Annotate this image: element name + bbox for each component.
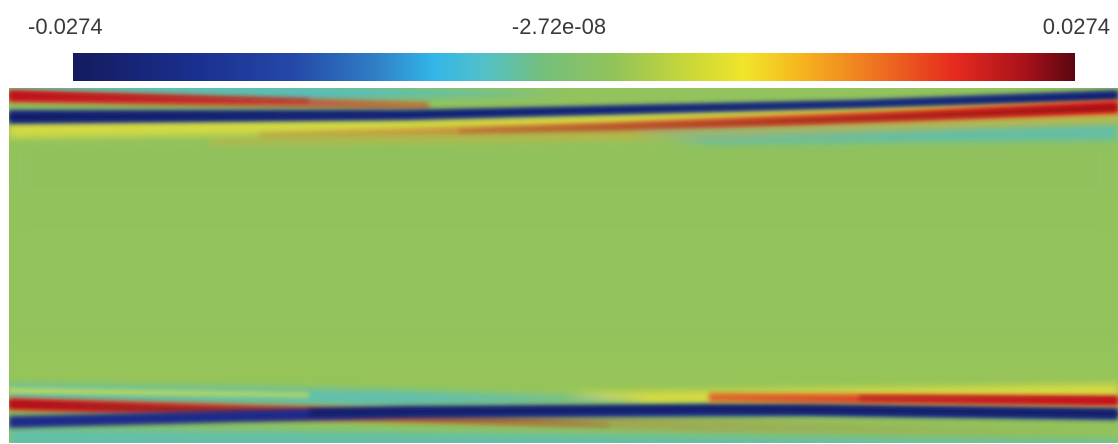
bottom-cyan-halo xyxy=(9,384,649,406)
top-yellow-halo xyxy=(9,100,1118,138)
top-red-band xyxy=(259,100,1118,138)
bottom-red-band xyxy=(9,398,1118,438)
top-cyan-halo-left xyxy=(9,88,569,100)
field-plot xyxy=(9,88,1118,443)
top-cyan-halo-right xyxy=(629,124,1118,144)
colorbar xyxy=(73,53,1075,81)
colorbar-mid-label: -2.72e-08 xyxy=(511,14,607,39)
colorbar-min-label: -0.0274 xyxy=(28,14,103,39)
colorbar-max-label: 0.0274 xyxy=(1042,14,1110,39)
